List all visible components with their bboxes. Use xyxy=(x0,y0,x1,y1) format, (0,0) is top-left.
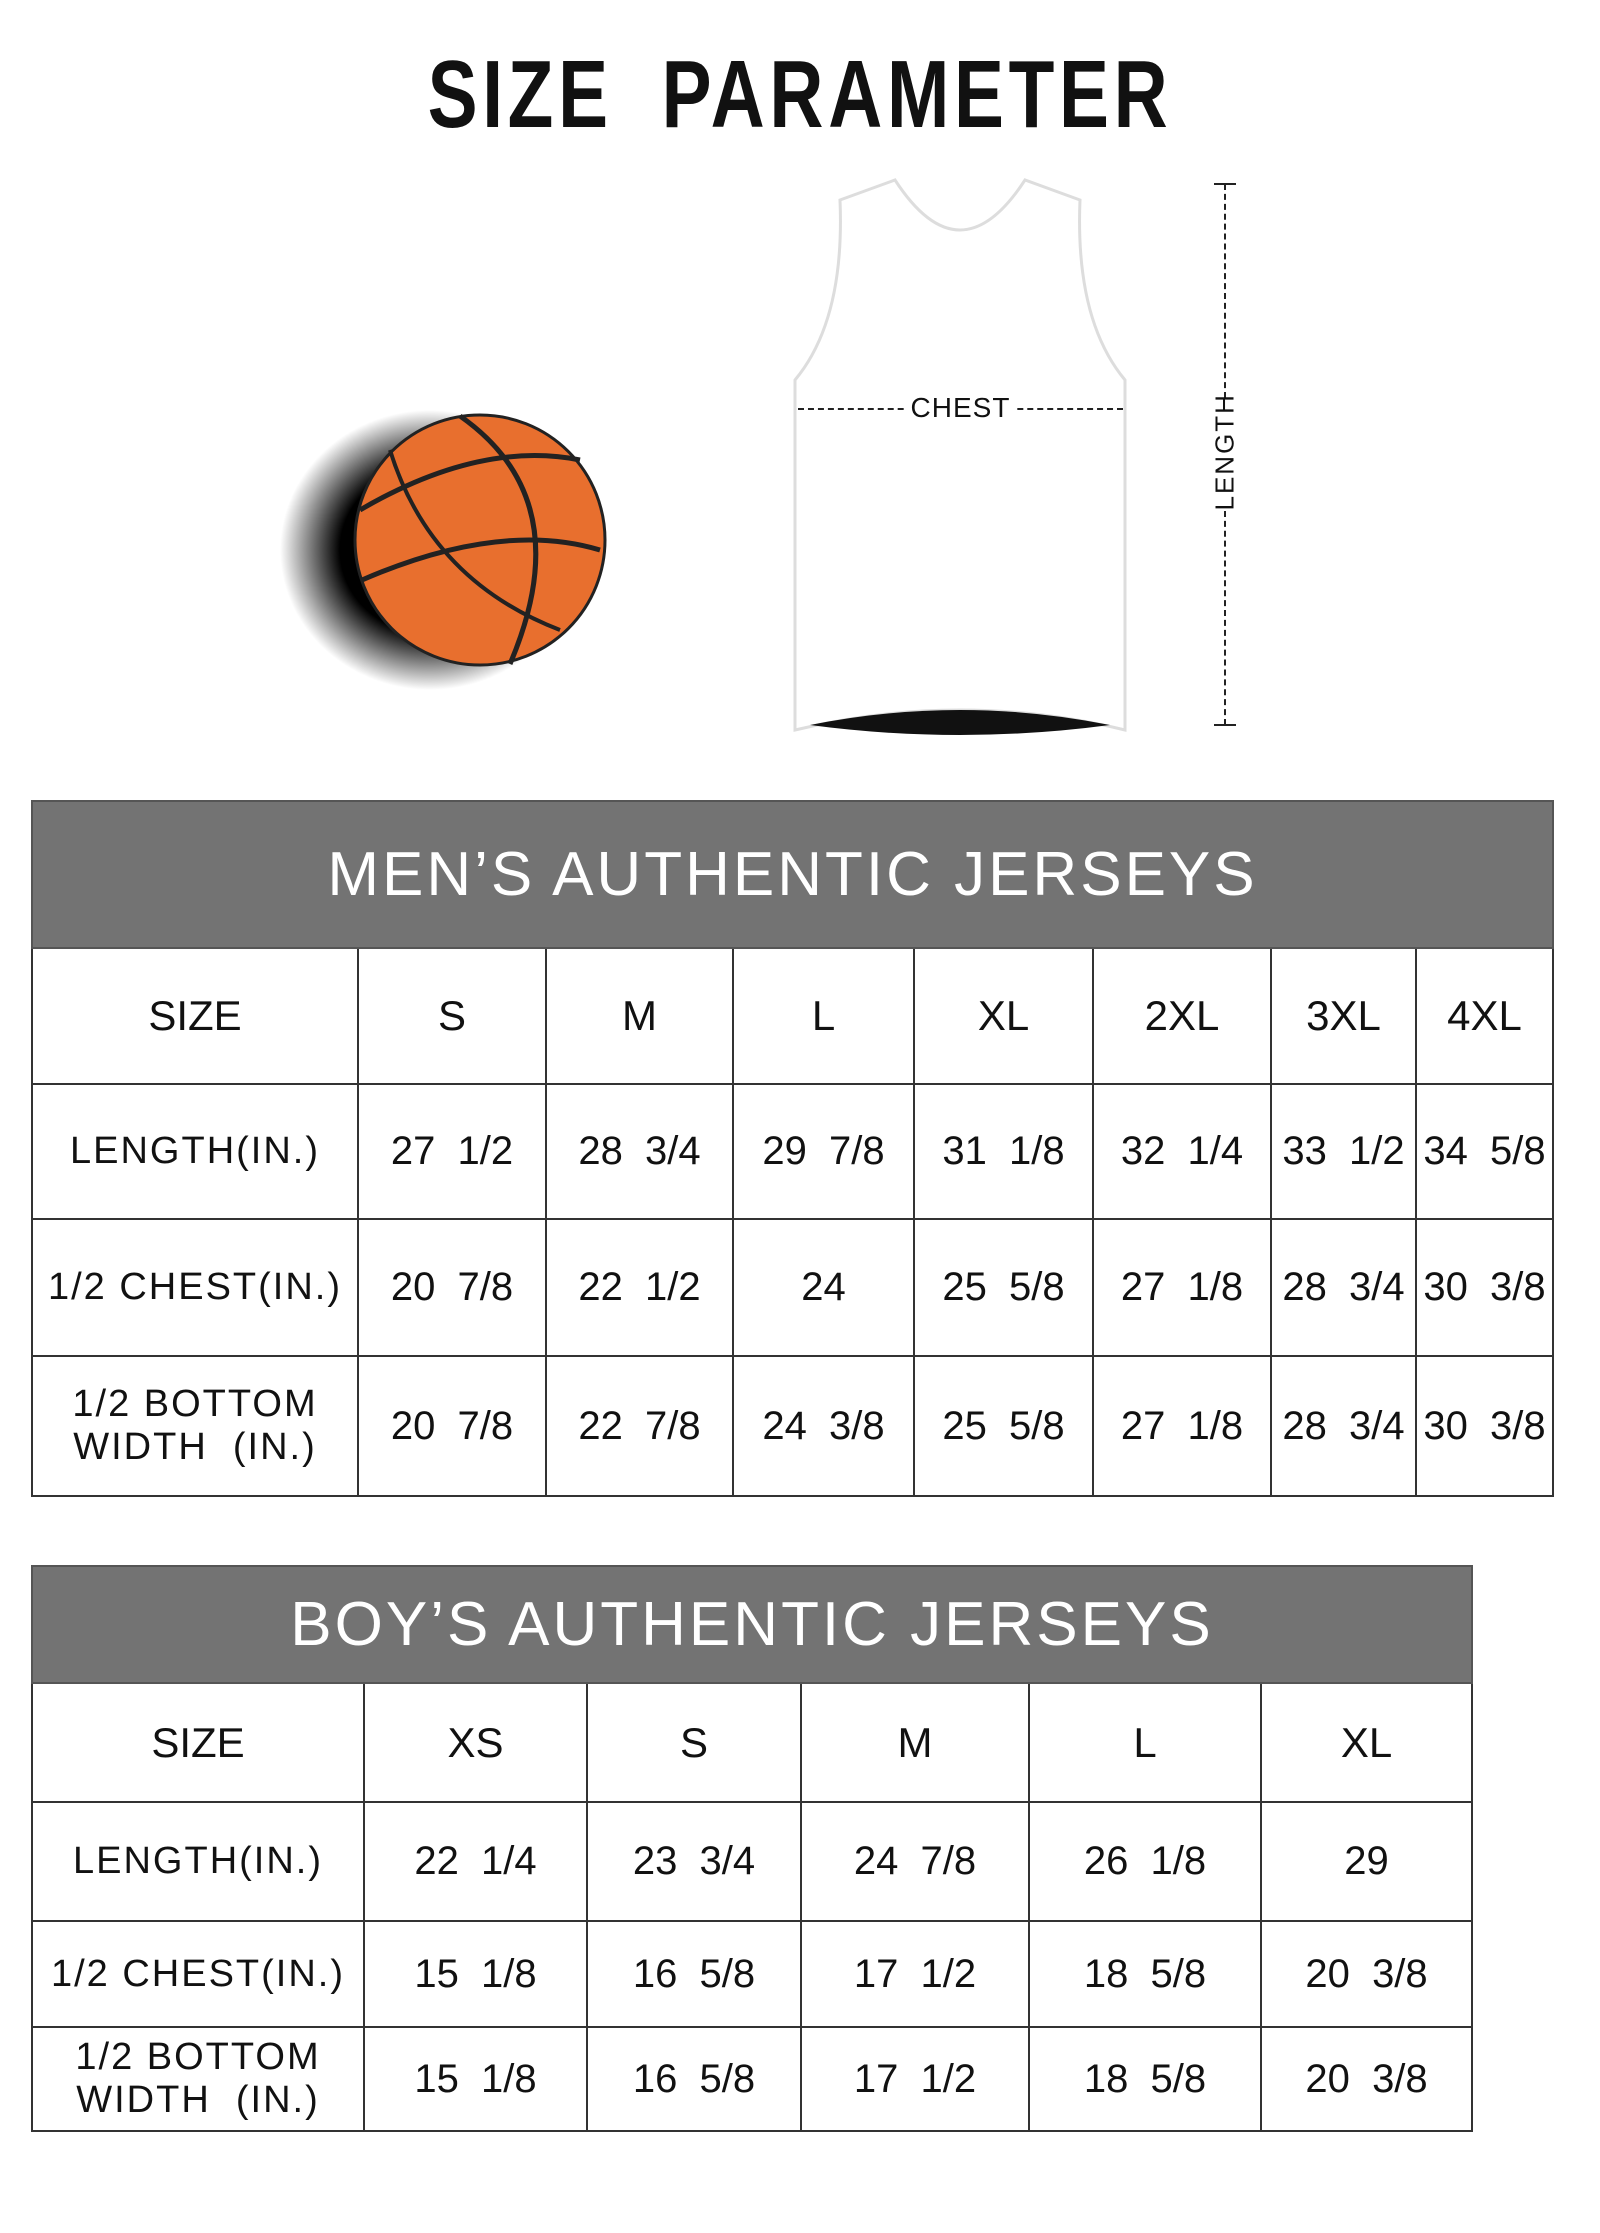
cell: 30 3/8 xyxy=(1415,1218,1554,1357)
cell: 33 1/2 xyxy=(1270,1083,1417,1220)
length-label: LENGTH xyxy=(1209,393,1241,511)
cell: 30 3/8 xyxy=(1415,1355,1554,1497)
cell: 28 3/4 xyxy=(545,1083,734,1220)
jersey-icon xyxy=(793,178,1127,735)
cell: 17 1/2 xyxy=(800,1920,1030,2028)
size-col: 4XL xyxy=(1415,947,1554,1085)
chest-label: CHEST xyxy=(906,392,1015,423)
cell: 28 3/4 xyxy=(1270,1218,1417,1357)
cell: 24 3/8 xyxy=(732,1355,915,1497)
cell: 23 3/4 xyxy=(586,1801,802,1922)
cell: 22 1/4 xyxy=(363,1801,588,1922)
table-row: LENGTH(IN.) 27 1/2 28 3/4 29 7/8 31 1/8 … xyxy=(31,1083,1554,1220)
table-row: 1/2 BOTTOM WIDTH (IN.) 15 1/8 16 5/8 17 … xyxy=(31,2026,1474,2132)
cell: 27 1/8 xyxy=(1092,1355,1272,1497)
mens-size-table: MEN’S AUTHENTIC JERSEYS SIZE S M L XL 2X… xyxy=(31,800,1554,1497)
size-col: M xyxy=(800,1682,1030,1803)
table-row: SIZE S M L XL 2XL 3XL 4XL xyxy=(31,947,1554,1085)
cell: 18 5/8 xyxy=(1028,2026,1262,2132)
size-col: S xyxy=(586,1682,802,1803)
length-cap-bottom xyxy=(1214,724,1236,726)
cell: 28 3/4 xyxy=(1270,1355,1417,1497)
cell: 16 5/8 xyxy=(586,2026,802,2132)
row-label: LENGTH(IN.) xyxy=(31,1083,359,1220)
cell: 24 xyxy=(732,1218,915,1357)
table-row: 1/2 BOTTOM WIDTH (IN.) 20 7/8 22 7/8 24 … xyxy=(31,1355,1554,1497)
length-cap-top xyxy=(1214,183,1236,185)
boys-size-table: BOY’S AUTHENTIC JERSEYS SIZE XS S M L XL… xyxy=(30,1565,1474,2132)
cell: 20 3/8 xyxy=(1259,2026,1474,2132)
cell: 27 1/2 xyxy=(357,1083,547,1220)
size-header: SIZE xyxy=(31,1682,365,1803)
cell: 15 1/8 xyxy=(363,1920,588,2028)
cell: 29 7/8 xyxy=(732,1083,915,1220)
size-col: S xyxy=(357,947,547,1085)
size-col: M xyxy=(545,947,734,1085)
size-col: 2XL xyxy=(1092,947,1272,1085)
cell: 20 7/8 xyxy=(357,1218,547,1357)
cell: 18 5/8 xyxy=(1028,1920,1262,2028)
page-title: SIZE PARAMETER xyxy=(427,41,1173,148)
chest-measure: CHEST xyxy=(798,392,1123,424)
cell: 17 1/2 xyxy=(800,2026,1030,2132)
cell: 29 xyxy=(1259,1801,1474,1922)
cell: 31 1/8 xyxy=(913,1083,1094,1220)
cell: 15 1/8 xyxy=(363,2026,588,2132)
row-label: 1/2 BOTTOM WIDTH (IN.) xyxy=(31,1355,359,1497)
row-label: 1/2 CHEST(IN.) xyxy=(31,1218,359,1357)
table-row: LENGTH(IN.) 22 1/4 23 3/4 24 7/8 26 1/8 … xyxy=(31,1801,1474,1922)
row-label: 1/2 CHEST(IN.) xyxy=(31,1920,365,2028)
size-col: XS xyxy=(363,1682,588,1803)
basketball-icon xyxy=(280,410,607,690)
boys-table-title: BOY’S AUTHENTIC JERSEYS xyxy=(30,1565,1474,1684)
row-label: LENGTH(IN.) xyxy=(31,1801,365,1922)
cell: 34 5/8 xyxy=(1415,1083,1554,1220)
cell: 20 3/8 xyxy=(1259,1920,1474,2028)
cell: 20 7/8 xyxy=(357,1355,547,1497)
size-col: 3XL xyxy=(1270,947,1417,1085)
size-col: L xyxy=(732,947,915,1085)
cell: 27 1/8 xyxy=(1092,1218,1272,1357)
cell: 16 5/8 xyxy=(586,1920,802,2028)
cell: 32 1/4 xyxy=(1092,1083,1272,1220)
size-col: XL xyxy=(1259,1682,1474,1803)
mens-table-title: MEN’S AUTHENTIC JERSEYS xyxy=(31,800,1554,949)
cell: 22 7/8 xyxy=(545,1355,734,1497)
size-col: L xyxy=(1028,1682,1262,1803)
table-row: 1/2 CHEST(IN.) 20 7/8 22 1/2 24 25 5/8 2… xyxy=(31,1218,1554,1357)
cell: 25 5/8 xyxy=(913,1355,1094,1497)
table-row: 1/2 CHEST(IN.) 15 1/8 16 5/8 17 1/2 18 5… xyxy=(31,1920,1474,2028)
cell: 26 1/8 xyxy=(1028,1801,1262,1922)
cell: 22 1/2 xyxy=(545,1218,734,1357)
size-header: SIZE xyxy=(31,947,359,1085)
row-label: 1/2 BOTTOM WIDTH (IN.) xyxy=(31,2026,365,2132)
size-col: XL xyxy=(913,947,1094,1085)
cell: 25 5/8 xyxy=(913,1218,1094,1357)
cell: 24 7/8 xyxy=(800,1801,1030,1922)
table-row: SIZE XS S M L XL xyxy=(31,1682,1474,1803)
